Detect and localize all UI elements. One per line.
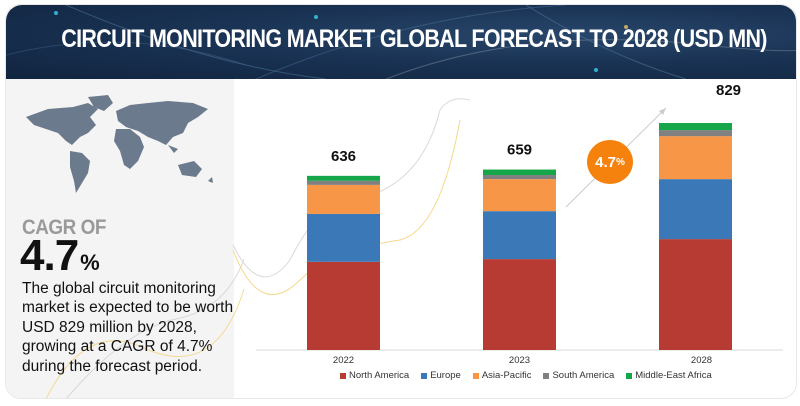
cagr-bubble-unit: % (615, 156, 625, 168)
bar-segment-asia-pacific-2023 (483, 179, 556, 212)
x-tick-label-2023: 2023 (509, 355, 530, 366)
bar-segment-asia-pacific-2028 (659, 136, 732, 180)
growth-arrow-head-icon (659, 108, 666, 115)
x-tick-label-2022: 2022 (333, 355, 354, 366)
bar-segment-north-america-2023 (483, 259, 556, 350)
chart-title: CIRCUIT MONITORING MARKET GLOBAL FORECAS… (61, 25, 767, 53)
chart-legend: North America Europe Asia-Pacific South Ame… (340, 370, 712, 381)
cagr-bubble-value: 4.7 (595, 153, 616, 171)
bar-segment-europe-2023 (483, 211, 556, 260)
bar-segment-north-america-2022 (307, 261, 380, 350)
legend-item-asia-pacific: Asia-Pacific (472, 370, 532, 381)
bar-segment-europe-2022 (307, 213, 380, 262)
legend-item-north-america: North America (340, 370, 409, 381)
legend-swatch-south-america (543, 372, 550, 379)
legend-swatch-asia-pacific (472, 372, 479, 379)
legend-swatch-north-america (340, 372, 346, 379)
header-background-lines (6, 5, 796, 79)
cagr-bubble: 4.7% (587, 140, 633, 184)
bar-segment-middle-east-africa-2022 (307, 175, 380, 181)
header-banner: CIRCUIT MONITORING MARKET GLOBAL FORECAS… (6, 5, 796, 79)
bar-segment-south-america-2022 (307, 180, 380, 185)
legend-label-north-america: North America (349, 370, 410, 381)
world-map-icon (26, 95, 213, 193)
cagr-label: CAGR OF (22, 216, 106, 239)
market-description: The global circuit monitoring market is … (22, 280, 234, 375)
legend-label-europe: Europe (430, 370, 461, 381)
bar-segment-middle-east-africa-2023 (483, 169, 556, 176)
x-tick-label-2028: 2028 (691, 355, 712, 366)
decorative-curves (45, 258, 245, 398)
legend-item-south-america: South America (543, 370, 614, 381)
legend-label-south-america: South America (552, 370, 615, 381)
legend-swatch-middle-east-africa (626, 372, 633, 379)
bar-segment-north-america-2028 (659, 239, 732, 350)
cagr-number: 4.7 (20, 231, 79, 280)
legend-item-middle-east-africa: Middle-East Africa (626, 370, 712, 381)
bar-segment-middle-east-africa-2028 (659, 123, 732, 131)
total-label-2028: 829 (716, 82, 741, 99)
cagr-value: 4.7% (20, 231, 100, 281)
bar-segment-asia-pacific-2022 (307, 184, 380, 214)
total-label-2023: 659 (507, 142, 532, 159)
bar-segment-europe-2028 (659, 179, 732, 240)
legend-item-europe: Europe (421, 370, 461, 381)
total-label-2022: 636 (331, 148, 356, 165)
bar-segment-south-america-2023 (483, 175, 556, 180)
legend-label-middle-east-africa: Middle-East Africa (635, 370, 712, 381)
bar-segment-south-america-2028 (659, 130, 732, 137)
legend-label-asia-pacific: Asia-Pacific (481, 370, 532, 381)
legend-swatch-europe (421, 372, 428, 379)
cagr-unit: % (80, 250, 100, 275)
summary-panel: CAGR OF 4.7% The global circuit monitori… (6, 79, 245, 398)
